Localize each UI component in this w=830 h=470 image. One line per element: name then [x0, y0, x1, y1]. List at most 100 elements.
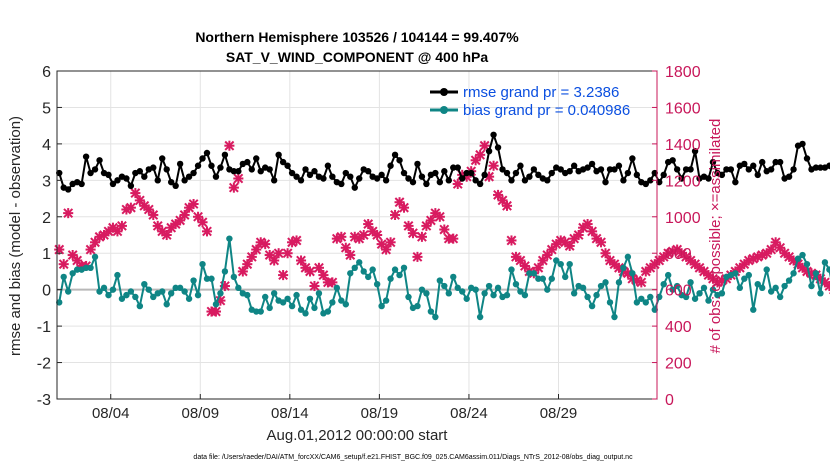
- bias-point: [302, 310, 309, 317]
- bias-point: [481, 290, 488, 297]
- rmse-point: [767, 166, 775, 173]
- rmse-point: [396, 157, 403, 164]
- bias-point: [351, 264, 358, 271]
- bias-point: [651, 306, 658, 313]
- rmse-point: [279, 158, 287, 166]
- rmse-point: [221, 151, 229, 159]
- bias-point: [217, 290, 224, 297]
- bias-point: [745, 271, 752, 279]
- rmse-point: [494, 144, 502, 151]
- rmse-point: [691, 147, 699, 155]
- bias-point: [56, 299, 63, 306]
- rmse-point: [154, 177, 161, 184]
- bias-point: [754, 281, 761, 288]
- obs-marker: [295, 255, 307, 266]
- rmse-point: [172, 182, 179, 189]
- bias-point: [741, 275, 748, 282]
- obs-marker: [130, 188, 141, 199]
- rmse-point: [745, 166, 752, 173]
- rmse-point: [651, 169, 658, 177]
- x-tick-label: 08/29: [540, 405, 578, 422]
- bias-point: [647, 293, 654, 301]
- obs-marker: [434, 211, 445, 222]
- rmse-point: [208, 162, 215, 169]
- rmse-point: [329, 173, 336, 180]
- bias-point: [750, 306, 757, 313]
- y-tick-left-label: 3: [42, 173, 51, 190]
- y-tick-left-label: 5: [42, 100, 51, 117]
- bias-point: [682, 293, 690, 301]
- obs-marker: [260, 239, 271, 250]
- bias-point: [212, 301, 220, 308]
- bias-point: [673, 282, 681, 290]
- rmse-point: [790, 166, 797, 173]
- rmse-point: [526, 173, 533, 180]
- bias-point: [360, 268, 367, 275]
- bias-point: [382, 297, 390, 304]
- obs-marker: [757, 250, 768, 261]
- rmse-point: [382, 177, 390, 184]
- rmse-point: [826, 162, 830, 169]
- rmse-point: [647, 177, 654, 184]
- rmse-point: [633, 171, 641, 179]
- legend-rmse-label: rmse grand pr = 3.2386: [463, 84, 619, 101]
- bias-point: [423, 290, 430, 297]
- rmse-point: [351, 184, 358, 191]
- rmse-point: [754, 171, 761, 179]
- obs-marker: [188, 198, 199, 210]
- rmse-point: [311, 168, 318, 175]
- bias-point: [611, 313, 618, 321]
- bias-point: [584, 293, 591, 301]
- rmse-point: [656, 178, 663, 186]
- bias-point: [163, 301, 170, 308]
- bias-point: [512, 281, 520, 288]
- obs-marker: [210, 306, 221, 317]
- x-tick-label: 08/19: [361, 405, 399, 422]
- rmse-point: [199, 155, 206, 162]
- y-tick-left-label: 4: [42, 137, 51, 154]
- rmse-point: [203, 149, 211, 157]
- bias-point: [199, 260, 206, 268]
- rmse-point: [275, 151, 282, 159]
- obs-marker: [546, 244, 557, 255]
- obs-marker: [506, 235, 517, 246]
- rmse-point: [190, 169, 197, 177]
- rmse-point: [785, 173, 793, 180]
- rmse-point: [772, 158, 779, 166]
- obs-marker: [201, 226, 213, 237]
- bias-point: [803, 260, 811, 268]
- bias-point: [718, 290, 726, 297]
- obs-marker: [345, 250, 356, 261]
- rmse-point: [584, 164, 591, 171]
- x-tick-label: 08/24: [450, 405, 488, 422]
- y-tick-left-label: -3: [37, 392, 51, 409]
- bias-point: [794, 255, 802, 262]
- rmse-point: [459, 175, 466, 182]
- rmse-point: [96, 157, 103, 164]
- rmse-point: [799, 140, 806, 148]
- bias-point: [821, 259, 829, 266]
- obs-marker: [501, 200, 513, 211]
- bias-point: [485, 282, 493, 290]
- bias-point: [109, 286, 117, 293]
- bias-point: [347, 270, 354, 277]
- obs-marker: [242, 259, 253, 270]
- bias-point: [463, 295, 470, 302]
- y-tick-right-label: 1800: [665, 64, 701, 81]
- bias-point: [60, 273, 67, 281]
- obs-marker: [416, 231, 427, 242]
- obs-marker: [475, 149, 486, 160]
- y-tick-left-label: -1: [37, 319, 51, 336]
- bias-point: [709, 286, 717, 293]
- obs-marker: [251, 244, 262, 255]
- bias-point: [535, 275, 542, 282]
- rmse-point: [732, 178, 739, 186]
- y-tick-right-label: 200: [665, 356, 692, 373]
- bias-point: [87, 264, 94, 271]
- rmse-point: [364, 168, 372, 175]
- x-tick-label: 08/04: [92, 405, 130, 422]
- bias-point: [127, 288, 135, 295]
- bias-point: [700, 284, 708, 292]
- bias-point: [391, 266, 399, 273]
- obs-marker: [304, 266, 316, 277]
